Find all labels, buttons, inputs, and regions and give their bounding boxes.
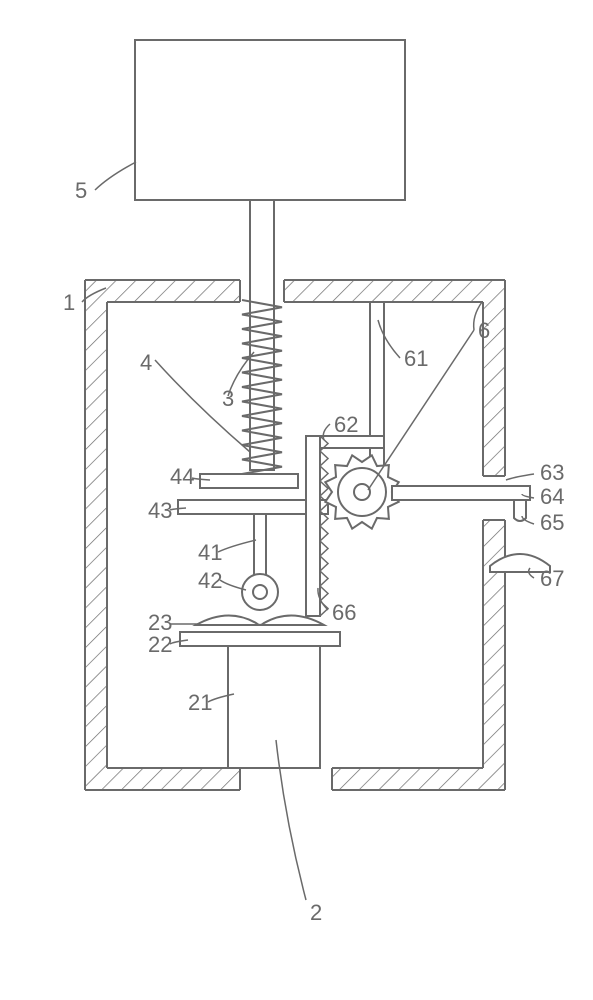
label-21: 21 <box>188 690 212 715</box>
label-42: 42 <box>198 568 222 593</box>
label-4: 4 <box>140 350 152 375</box>
label-43: 43 <box>148 498 172 523</box>
label-66: 66 <box>332 600 356 625</box>
label-65: 65 <box>540 510 564 535</box>
label-41: 41 <box>198 540 222 565</box>
label-1: 1 <box>63 290 75 315</box>
label-6: 6 <box>478 318 490 343</box>
label-67: 67 <box>540 566 564 591</box>
label-2: 2 <box>310 900 322 925</box>
label-63: 63 <box>540 460 564 485</box>
label-5: 5 <box>75 178 87 203</box>
label-22: 22 <box>148 632 172 657</box>
label-64: 64 <box>540 484 564 509</box>
label-61: 61 <box>404 346 428 371</box>
label-44: 44 <box>170 464 194 489</box>
label-62: 62 <box>334 412 358 437</box>
label-3: 3 <box>222 386 234 411</box>
